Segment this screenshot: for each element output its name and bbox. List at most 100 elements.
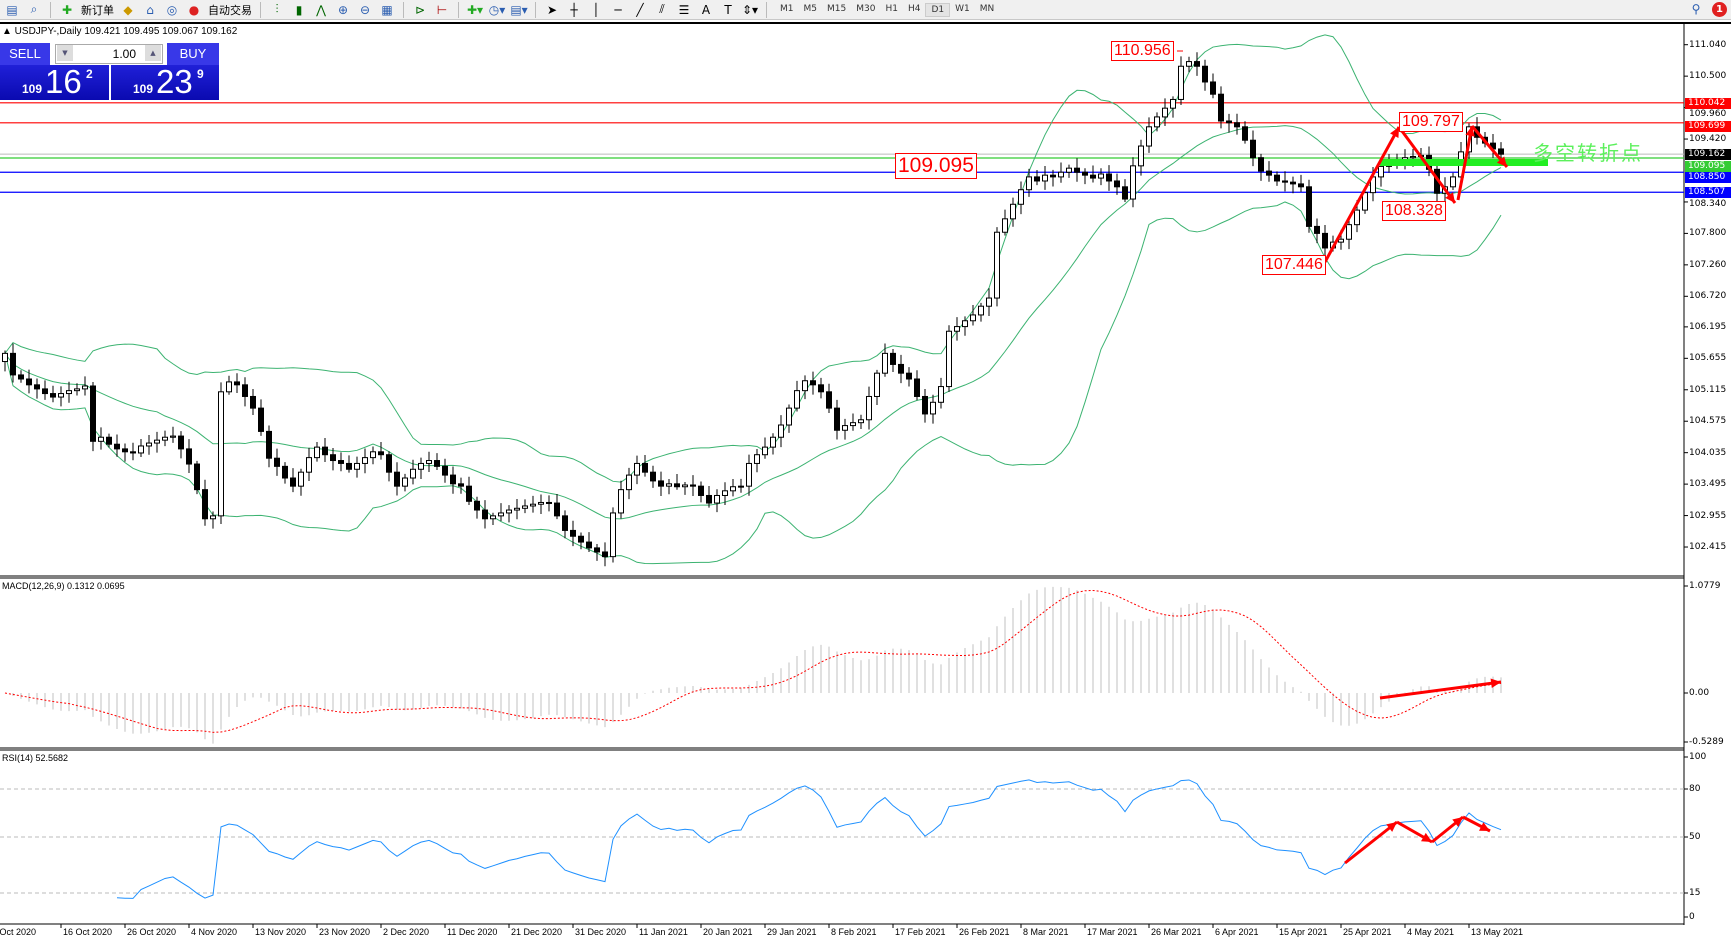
equidistant-channel-icon[interactable]: ⫽ [659, 2, 665, 16]
timeframe-h4[interactable]: H4 [907, 3, 921, 14]
fibonacci-icon[interactable]: ☰ [678, 2, 690, 17]
macd-signal-line [4, 589, 1502, 733]
lot-increase-icon[interactable]: ▲ [145, 45, 161, 61]
search-icon[interactable]: ⚲ [1691, 2, 1701, 16]
price-tick-label: 105.115 [1689, 384, 1727, 395]
candle-body [618, 489, 624, 514]
timeframe-d1[interactable]: D1 [925, 2, 951, 17]
zoom-out-icon[interactable]: ⊖ [359, 2, 371, 17]
candle [2, 350, 8, 372]
autoscroll-icon[interactable]: ⊳ [414, 2, 426, 17]
auto-trading-icon[interactable]: ● [188, 2, 200, 17]
buy-button[interactable]: BUY [167, 43, 219, 65]
candle-body [266, 430, 272, 459]
price-tick-label: 109.420 [1689, 134, 1727, 145]
candle-body [18, 374, 24, 380]
sell-price[interactable]: 109 16 2 [0, 63, 109, 100]
text-label-icon[interactable]: T [724, 2, 732, 17]
candle [1034, 169, 1040, 186]
annotation-trough[interactable]: 108.328 [1382, 201, 1446, 221]
crosshair-icon[interactable]: ┼ [570, 2, 578, 17]
templates-icon[interactable]: ▤▾ [510, 2, 528, 17]
cursor-icon[interactable]: ➤ [546, 2, 558, 17]
candle-body [170, 435, 176, 438]
candle [202, 479, 208, 526]
candle [1050, 169, 1056, 187]
text-icon[interactable]: A [701, 2, 711, 17]
candle [34, 378, 40, 399]
candle [978, 302, 984, 322]
rsi-label: RSI(14) 52.5682 [2, 753, 69, 763]
timeframe-m30[interactable]: M30 [856, 3, 876, 14]
candle-body [714, 494, 720, 504]
timeframe-h1[interactable]: H1 [885, 3, 898, 14]
timeframe-m5[interactable]: M5 [803, 3, 818, 14]
candle [162, 430, 168, 447]
horizontal-line-icon[interactable]: ─ [614, 2, 622, 17]
indicators-icon[interactable]: ✚▾ [466, 2, 484, 17]
timeframe-w1[interactable]: W1 [955, 3, 970, 14]
horizontal-line-label: 109.095 [1685, 160, 1731, 172]
candle-body [1042, 174, 1048, 182]
candle-body [578, 535, 584, 543]
timeframe-m1[interactable]: M1 [780, 3, 794, 14]
horizontal-line-label: 110.042 [1685, 97, 1731, 109]
candle-body [570, 529, 576, 537]
auto-trading-button[interactable]: 自动交易 [208, 3, 252, 17]
vertical-line-icon[interactable]: │ [592, 2, 600, 17]
timeframe-m15[interactable]: M15 [827, 3, 847, 14]
timeframe-mn[interactable]: MN [979, 3, 995, 14]
new-order-icon[interactable]: ✚ [61, 2, 73, 17]
candle-body [802, 380, 808, 392]
periods-icon[interactable]: ◷▾ [488, 2, 506, 17]
annotation-peak[interactable]: 109.797 [1399, 112, 1463, 132]
date-label: 7 Oct 2020 [0, 927, 37, 937]
line-chart-icon[interactable]: ⋀ [316, 2, 326, 17]
sell-button[interactable]: SELL [0, 43, 50, 65]
lot-size-input[interactable]: 1.00 [55, 44, 163, 64]
new-order-button[interactable]: 新订单 [81, 3, 114, 17]
candle [234, 373, 240, 393]
trendline-icon[interactable]: ╱ [636, 2, 644, 17]
annotation-low[interactable]: 107.446 [1262, 255, 1326, 275]
candle [762, 437, 768, 459]
chart-shift-icon[interactable]: ⊢ [436, 2, 448, 17]
metaeditor-icon[interactable]: ◆ [123, 2, 133, 17]
macd-tick-label: -0.5289 [1689, 737, 1724, 747]
candle-body [978, 305, 984, 316]
candle-body [418, 462, 424, 470]
candle-body [530, 503, 536, 507]
new-chart-icon[interactable]: ▤ [6, 2, 18, 17]
candle-body [954, 326, 960, 332]
tile-windows-icon[interactable]: ▦ [381, 2, 393, 17]
notification-badge[interactable]: 1 [1712, 1, 1727, 17]
candle [394, 462, 400, 496]
terminal-icon[interactable]: ⌂ [146, 2, 154, 17]
candle-body [58, 393, 64, 398]
lot-decrease-icon[interactable]: ▼ [57, 45, 73, 61]
candle-body [1018, 189, 1024, 205]
rsi-arrow-3-head [1452, 817, 1463, 827]
annotation-high[interactable]: 110.956 [1111, 41, 1174, 61]
candle [690, 475, 696, 497]
candlestick-icon[interactable]: ▮ [295, 2, 303, 17]
signals-icon[interactable]: ◎ [166, 2, 178, 17]
candle [1010, 197, 1016, 227]
candle [874, 369, 880, 406]
candle [1362, 189, 1368, 214]
date-label: 25 Apr 2021 [1343, 927, 1392, 937]
candle [938, 377, 944, 409]
separator [535, 1, 536, 18]
pivot-text[interactable]: 多空转折点 [1533, 141, 1643, 165]
arrows-icon[interactable]: ⇕▾ [741, 2, 759, 17]
date-label: 26 Oct 2020 [127, 927, 177, 937]
buy-price[interactable]: 109 23 9 [111, 63, 219, 100]
candle-body [298, 471, 304, 487]
zoom-window-icon[interactable]: ⌕ [30, 2, 38, 16]
candle [106, 433, 112, 448]
annotation-pivot[interactable]: 109.095 [895, 153, 977, 179]
bar-chart-icon[interactable]: ⫶ [275, 2, 279, 16]
candle [258, 399, 264, 436]
zoom-in-icon[interactable]: ⊕ [337, 2, 349, 17]
